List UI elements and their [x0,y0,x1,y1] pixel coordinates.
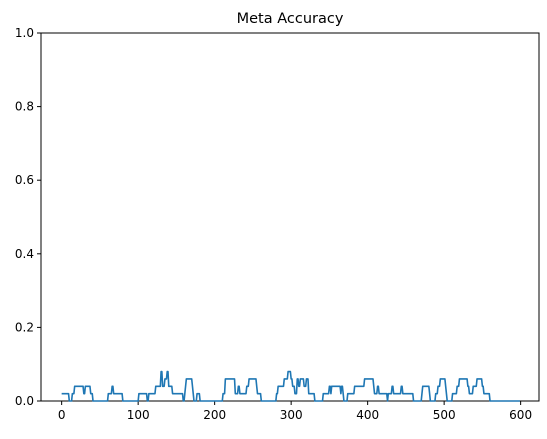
series-line-1 [61,370,520,402]
plot-frame [40,32,540,402]
x-axis: 0 100 200 300 400 500 600 [58,401,532,422]
y-tick-label: 0.2 [15,320,34,334]
y-tick-label: 1.0 [15,26,34,40]
plot-area [40,32,540,402]
x-tick-label: 500 [433,408,456,422]
x-tick-label: 600 [509,408,532,422]
series-layer [61,370,520,402]
x-tick-label: 300 [280,408,303,422]
y-tick-label: 0.4 [15,247,34,261]
x-tick-label: 400 [356,408,379,422]
y-tick-label: 0.6 [15,173,34,187]
y-tick-label: 0.8 [15,100,34,114]
chart-title: Meta Accuracy [237,11,344,27]
y-tick-label: 0.0 [15,394,34,408]
x-tick-label: 200 [203,408,226,422]
x-tick-label: 100 [127,408,150,422]
y-axis: 0.0 0.2 0.4 0.6 0.8 1.0 [15,26,41,408]
x-tick-label: 0 [58,408,66,422]
